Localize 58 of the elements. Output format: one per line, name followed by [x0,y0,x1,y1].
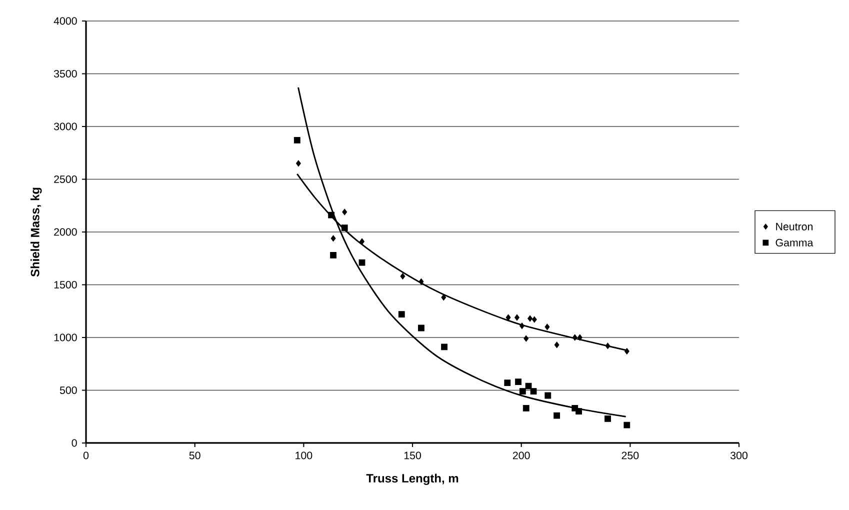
point [524,335,529,342]
y-tick-label: 0 [72,439,77,447]
point [519,388,526,394]
point [605,342,610,350]
point [398,311,405,318]
point [418,324,424,332]
x-tick-label: 0 [83,452,89,460]
point [358,259,366,266]
x-axis-title: Truss Length, m [366,474,458,485]
legend-label: Neutron [776,222,813,230]
point [418,278,424,285]
point [441,344,448,350]
x-tick-label: 150 [404,452,421,460]
point [514,314,520,321]
x-tick-label: 100 [296,452,312,460]
point [532,316,537,323]
y-tick-label: 3000 [54,122,77,130]
y-tick-label: 2500 [54,175,77,184]
x-tick-label: 50 [189,452,200,460]
x-tick-label: 250 [622,452,639,460]
point [360,238,364,245]
point [330,252,336,258]
point [504,380,511,386]
legend-label: Gamma [776,238,814,246]
point [624,348,630,354]
y-tick-label: 1000 [54,334,77,342]
point [554,412,560,419]
x-tick-label: 300 [730,452,748,460]
point [576,408,582,415]
point [624,422,630,428]
point [400,273,406,280]
y-axis-title: Shield Mass, kg [30,188,42,277]
y-tick-label: 500 [60,386,77,394]
point [294,137,300,144]
point [604,416,611,422]
point [528,315,533,322]
point [515,378,522,385]
y-tick-label: 1500 [54,280,77,289]
point [577,334,582,341]
point [544,324,550,330]
point [525,382,532,390]
point [296,160,301,167]
y-tick-label: 3500 [54,70,77,78]
point [572,334,578,341]
point [330,235,336,242]
point [506,314,511,321]
point [441,294,446,301]
point [328,212,335,218]
point [530,388,537,394]
y-tick-label: 4000 [54,17,77,25]
point [342,208,348,216]
point [544,392,552,399]
y-tick-label: 2000 [54,228,77,236]
point [522,404,530,412]
point [520,322,524,330]
point [341,224,348,231]
point [554,342,560,348]
x-tick-label: 200 [512,452,530,460]
